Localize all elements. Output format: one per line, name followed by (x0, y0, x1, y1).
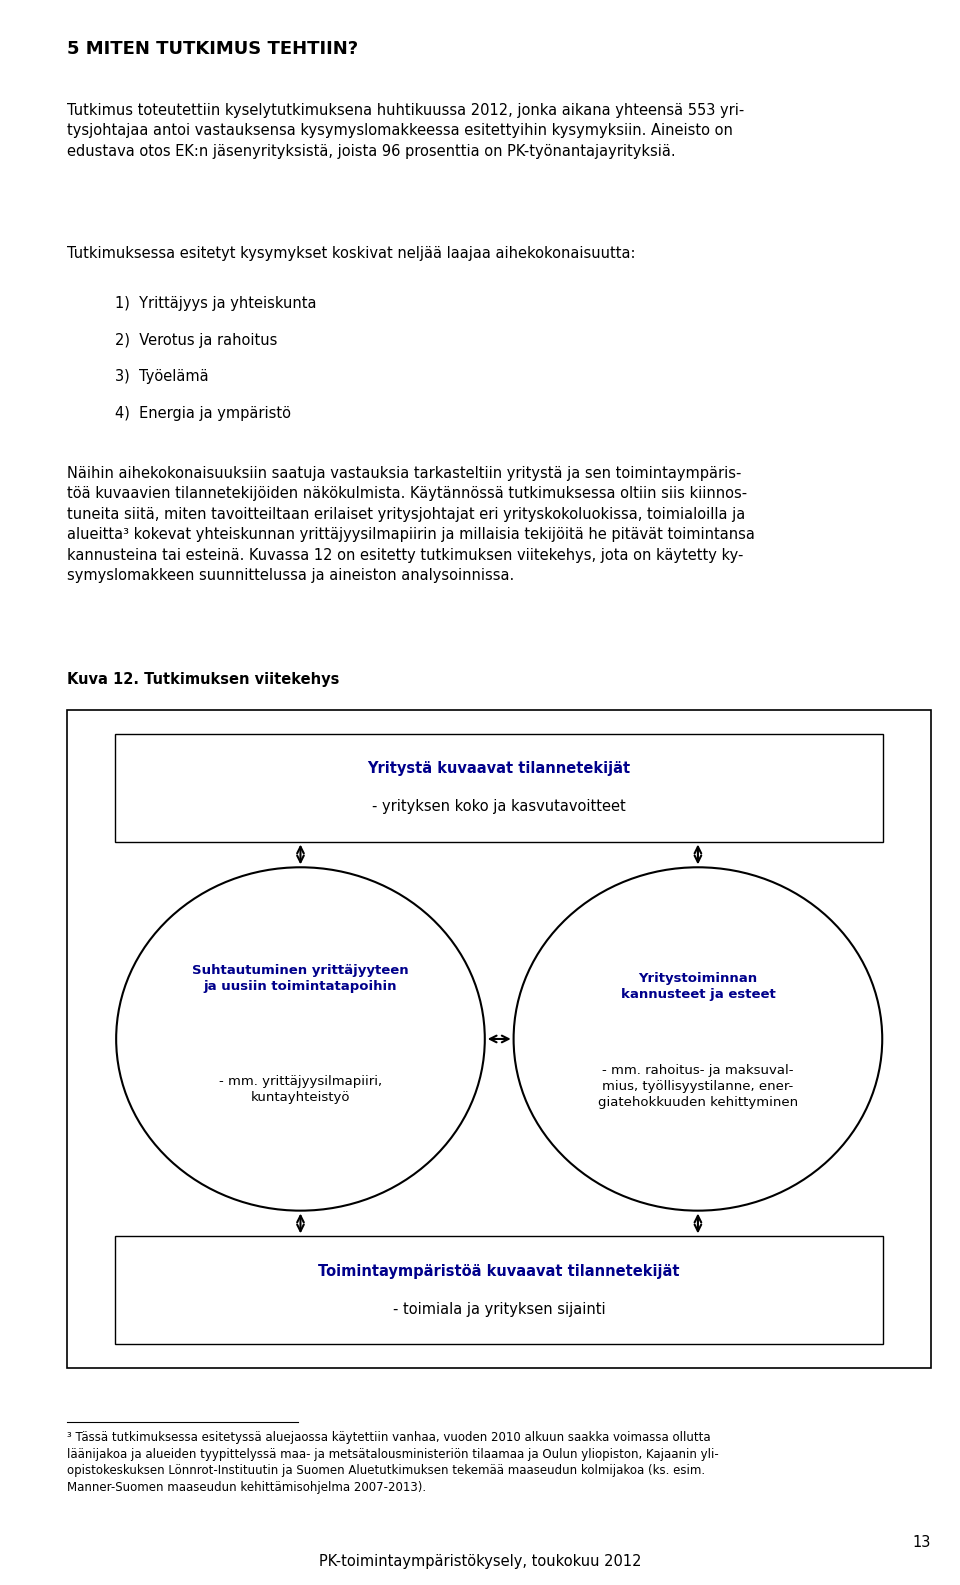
Text: ³ Tässä tutkimuksessa esitetyssä aluejaossa käytettiin vanhaa, vuoden 2010 alkuu: ³ Tässä tutkimuksessa esitetyssä aluejao… (67, 1431, 719, 1493)
Text: - mm. rahoitus- ja maksuval-
mius, työllisyystilanne, ener-
giatehokkuuden kehit: - mm. rahoitus- ja maksuval- mius, työll… (598, 1064, 798, 1110)
Text: Yritystä kuvaavat tilannetekijät: Yritystä kuvaavat tilannetekijät (368, 761, 631, 777)
Bar (67, 710, 931, 1368)
Text: - yrityksen koko ja kasvutavoitteet: - yrityksen koko ja kasvutavoitteet (372, 799, 626, 815)
Text: 1)  Yrittäjyys ja yhteiskunta: 1) Yrittäjyys ja yhteiskunta (115, 296, 317, 311)
Ellipse shape (116, 867, 485, 1211)
Text: Kuva 12. Tutkimuksen viitekehys: Kuva 12. Tutkimuksen viitekehys (67, 672, 340, 686)
Text: 2)  Verotus ja rahoitus: 2) Verotus ja rahoitus (115, 333, 277, 347)
Text: 13: 13 (913, 1534, 931, 1550)
Ellipse shape (514, 867, 882, 1211)
Text: Toimintaympäristöä kuvaavat tilannetekijät: Toimintaympäristöä kuvaavat tilannetekij… (319, 1263, 680, 1279)
Text: 3)  Työelämä: 3) Työelämä (115, 369, 209, 384)
Text: 4)  Energia ja ympäristö: 4) Energia ja ympäristö (115, 406, 291, 420)
Text: Tutkimuksessa esitetyt kysymykset koskivat neljää laajaa aihekokonaisuutta:: Tutkimuksessa esitetyt kysymykset koskiv… (67, 246, 636, 260)
Text: - toimiala ja yrityksen sijainti: - toimiala ja yrityksen sijainti (393, 1301, 606, 1317)
Bar (115, 1236, 883, 1344)
Text: PK-toimintaympäristökysely, toukokuu 2012: PK-toimintaympäristökysely, toukokuu 201… (319, 1553, 641, 1569)
Text: Yritystoiminnan
kannusteet ja esteet: Yritystoiminnan kannusteet ja esteet (620, 972, 776, 1002)
Text: Näihin aihekokonaisuuksiin saatuja vastauksia tarkasteltiin yritystä ja sen toim: Näihin aihekokonaisuuksiin saatuja vasta… (67, 466, 756, 583)
Text: Tutkimus toteutettiin kyselytutkimuksena huhtikuussa 2012, jonka aikana yhteensä: Tutkimus toteutettiin kyselytutkimuksena… (67, 103, 744, 158)
Text: - mm. yrittäjyysilmapiiri,
kuntayhteistyö: - mm. yrittäjyysilmapiiri, kuntayhteisty… (219, 1075, 382, 1105)
Text: 5 MITEN TUTKIMUS TEHTIIN?: 5 MITEN TUTKIMUS TEHTIIN? (67, 40, 358, 57)
Text: Suhtautuminen yrittäjyyteen
ja uusiin toimintatapoihin: Suhtautuminen yrittäjyyteen ja uusiin to… (192, 964, 409, 994)
Bar (115, 734, 883, 842)
